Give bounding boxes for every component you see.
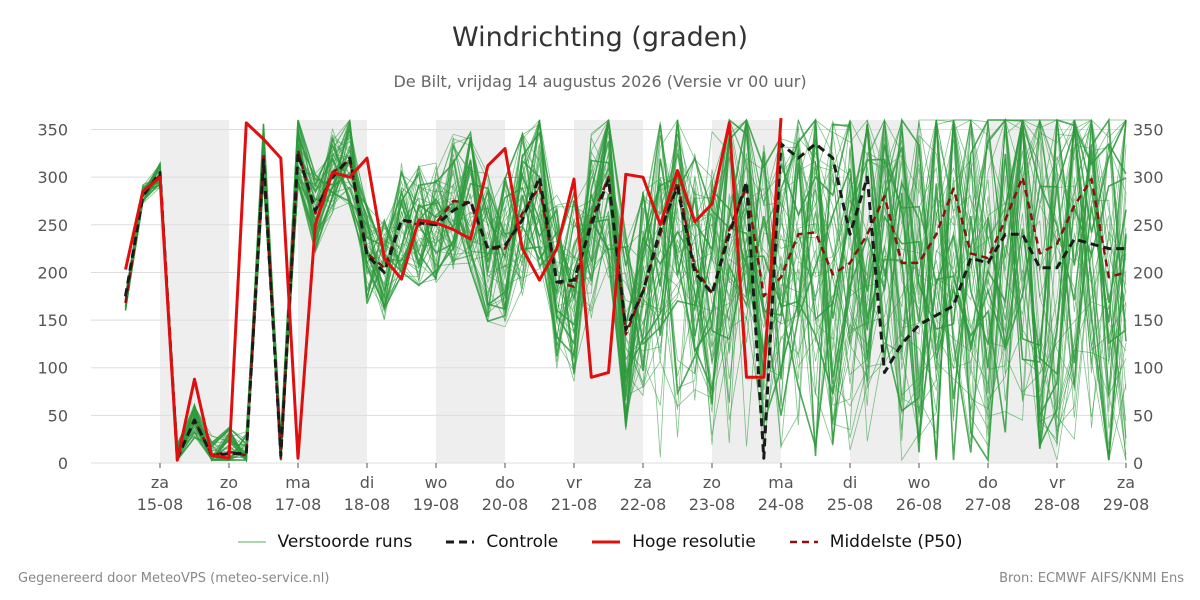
y-tick-label-right: 350 xyxy=(1133,121,1164,140)
legend-item-median: Middelste (P50) xyxy=(789,532,963,552)
x-tick-date: 28-08 xyxy=(1034,495,1081,514)
x-tick-day: do xyxy=(978,473,998,492)
x-tick-day: wo xyxy=(425,473,448,492)
x-tick-day: vr xyxy=(566,473,582,492)
legend-item-ensemble: Verstoorde runs xyxy=(237,532,413,552)
chart-subtitle: De Bilt, vrijdag 14 augustus 2026 (Versi… xyxy=(393,72,807,91)
x-axis: za 15-08 zo 16-08 ma 17-08 di 18-08 wo 19-08 do 20-… xyxy=(137,463,1150,514)
legend-swatch-median xyxy=(789,540,818,544)
y-tick-label: 150 xyxy=(37,311,68,330)
x-tick-date: 27-08 xyxy=(965,495,1012,514)
y-tick-label: 350 xyxy=(37,121,68,140)
legend-label-median: Middelste (P50) xyxy=(829,532,963,552)
x-tick-day: wo xyxy=(908,473,931,492)
x-tick-date: 29-08 xyxy=(1103,495,1150,514)
legend-label-ensemble: Verstoorde runs xyxy=(277,532,413,552)
x-tick-date: 18-08 xyxy=(344,495,391,514)
x-tick-day: vr xyxy=(1049,473,1065,492)
y-tick-label-right: 50 xyxy=(1133,406,1153,425)
x-tick-date: 25-08 xyxy=(827,495,874,514)
x-tick-day: ma xyxy=(285,473,310,492)
legend-swatch-control xyxy=(446,540,475,544)
x-tick-day: za xyxy=(634,473,652,492)
y-tick-label-right: 100 xyxy=(1133,359,1164,378)
x-tick-day: di xyxy=(843,473,858,492)
x-tick-date: 19-08 xyxy=(413,495,460,514)
x-tick-date: 22-08 xyxy=(620,495,667,514)
legend-item-high-res: Hoge resolutie xyxy=(592,532,756,552)
chart-title: Windrichting (graden) xyxy=(451,22,749,53)
x-tick-day: do xyxy=(495,473,515,492)
x-tick-day: di xyxy=(360,473,375,492)
x-tick-day: ma xyxy=(768,473,793,492)
y-axis-left: 0 50 100 150 200 250 300 350 xyxy=(37,121,68,473)
x-tick-date: 16-08 xyxy=(206,495,253,514)
y-tick-label: 300 xyxy=(37,168,68,187)
x-tick-day: za xyxy=(151,473,169,492)
footer-credit: Gegenereerd door MeteoVPS (meteo-service… xyxy=(18,571,330,586)
y-tick-label-right: 300 xyxy=(1133,168,1164,187)
y-tick-label-right: 0 xyxy=(1133,454,1143,473)
legend-swatch-ensemble xyxy=(237,541,266,543)
x-tick-date: 20-08 xyxy=(482,495,529,514)
x-tick-day: zo xyxy=(220,473,238,492)
x-tick-day: zo xyxy=(703,473,721,492)
x-tick-date: 23-08 xyxy=(689,495,736,514)
y-tick-label: 100 xyxy=(37,359,68,378)
series-line-control xyxy=(124,142,1126,460)
legend: Verstoorde runs Controle Hoge resolutie … xyxy=(0,530,1200,554)
y-tick-label: 0 xyxy=(58,454,68,473)
series-line-median xyxy=(124,149,1127,460)
footer-source: Bron: ECMWF AIFS/KNMI Ens xyxy=(999,571,1184,586)
legend-label-high-res: Hoge resolutie xyxy=(632,532,756,552)
y-tick-label: 200 xyxy=(37,263,68,282)
x-tick-date: 21-08 xyxy=(551,495,598,514)
y-tick-label-right: 250 xyxy=(1133,216,1164,235)
legend-item-control: Controle xyxy=(446,532,558,552)
x-tick-date: 26-08 xyxy=(896,495,943,514)
x-tick-date: 17-08 xyxy=(275,495,322,514)
main-series xyxy=(124,118,1127,462)
y-tick-label-right: 150 xyxy=(1133,311,1164,330)
y-axis-right: 0 50 100 150 200 250 300 350 xyxy=(1133,121,1164,473)
series-line-high-res xyxy=(124,118,783,462)
x-tick-date: 24-08 xyxy=(758,495,805,514)
legend-swatch-high-res xyxy=(592,540,621,544)
legend-label-control: Controle xyxy=(486,532,559,552)
x-tick-date: 15-08 xyxy=(137,495,184,514)
x-tick-day: za xyxy=(1117,473,1135,492)
y-tick-label-right: 200 xyxy=(1133,263,1164,282)
y-tick-label: 50 xyxy=(48,406,68,425)
y-tick-label: 250 xyxy=(37,216,68,235)
